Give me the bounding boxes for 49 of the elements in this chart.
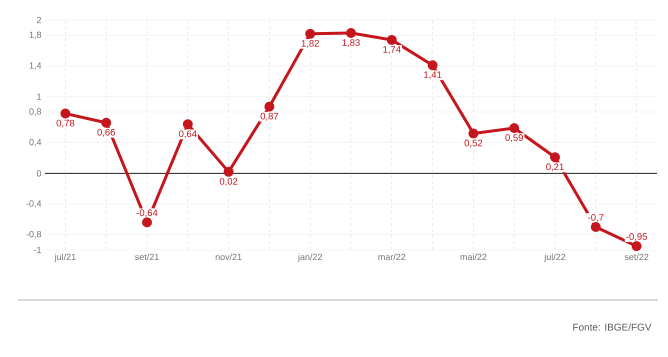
x-tick-label: mai/22 bbox=[460, 254, 486, 260]
x-tick-label: jan/22 bbox=[298, 254, 322, 262]
y-tick-label: 0,4 bbox=[29, 138, 42, 146]
point bbox=[468, 128, 478, 138]
data-label: -0,64 bbox=[136, 209, 158, 218]
point bbox=[142, 217, 152, 228]
data-label: 0,21 bbox=[546, 163, 564, 172]
data-label: 0,52 bbox=[464, 140, 482, 148]
point bbox=[509, 123, 520, 134]
x-tick-label: set/22 bbox=[624, 254, 648, 260]
data-label: 0,66 bbox=[97, 128, 115, 137]
point bbox=[550, 152, 560, 162]
point bbox=[224, 166, 234, 177]
data-label: 1,41 bbox=[424, 71, 442, 80]
x-tick-label: jul/21 bbox=[54, 254, 76, 262]
point bbox=[386, 34, 397, 45]
point bbox=[632, 241, 642, 252]
source-note: Fonte: IBGE/FGV bbox=[573, 323, 652, 331]
point bbox=[428, 60, 438, 70]
data-label: 1,74 bbox=[383, 46, 401, 54]
data-label: 1,83 bbox=[342, 39, 360, 48]
y-tick-label: -1 bbox=[34, 246, 42, 254]
y-tick-label: 1,4 bbox=[30, 62, 42, 70]
x-tick-label: mar/22 bbox=[378, 254, 406, 260]
data-label: 0,02 bbox=[220, 178, 238, 186]
y-tick-label: 0,8 bbox=[29, 108, 42, 116]
point bbox=[346, 28, 356, 38]
data-label: 0,59 bbox=[505, 134, 523, 142]
data-label: -0,95 bbox=[626, 233, 648, 241]
data-label: 0,87 bbox=[260, 112, 278, 121]
y-tick-label: 0 bbox=[36, 170, 42, 177]
data-label: -0,7 bbox=[588, 214, 604, 222]
point bbox=[182, 119, 193, 130]
y-tick-label: -0,4 bbox=[26, 200, 42, 208]
data-label: 0,78 bbox=[56, 120, 74, 128]
data-label: 0,64 bbox=[178, 130, 197, 138]
x-tick-label: set/21 bbox=[135, 254, 159, 260]
y-tick-label: -0,8 bbox=[26, 230, 42, 238]
x-tick-label: nov/21 bbox=[216, 254, 242, 260]
y-tick-label: 1,8 bbox=[30, 32, 42, 40]
point bbox=[60, 108, 70, 119]
point bbox=[305, 28, 316, 39]
point bbox=[264, 102, 274, 112]
x-tick-label: jul/22 bbox=[544, 254, 566, 262]
y-tick-label: 2 bbox=[36, 16, 42, 24]
data-label: 1,82 bbox=[302, 40, 319, 48]
y-tick-label: 1 bbox=[37, 94, 42, 100]
point bbox=[590, 222, 601, 232]
point bbox=[101, 118, 112, 128]
